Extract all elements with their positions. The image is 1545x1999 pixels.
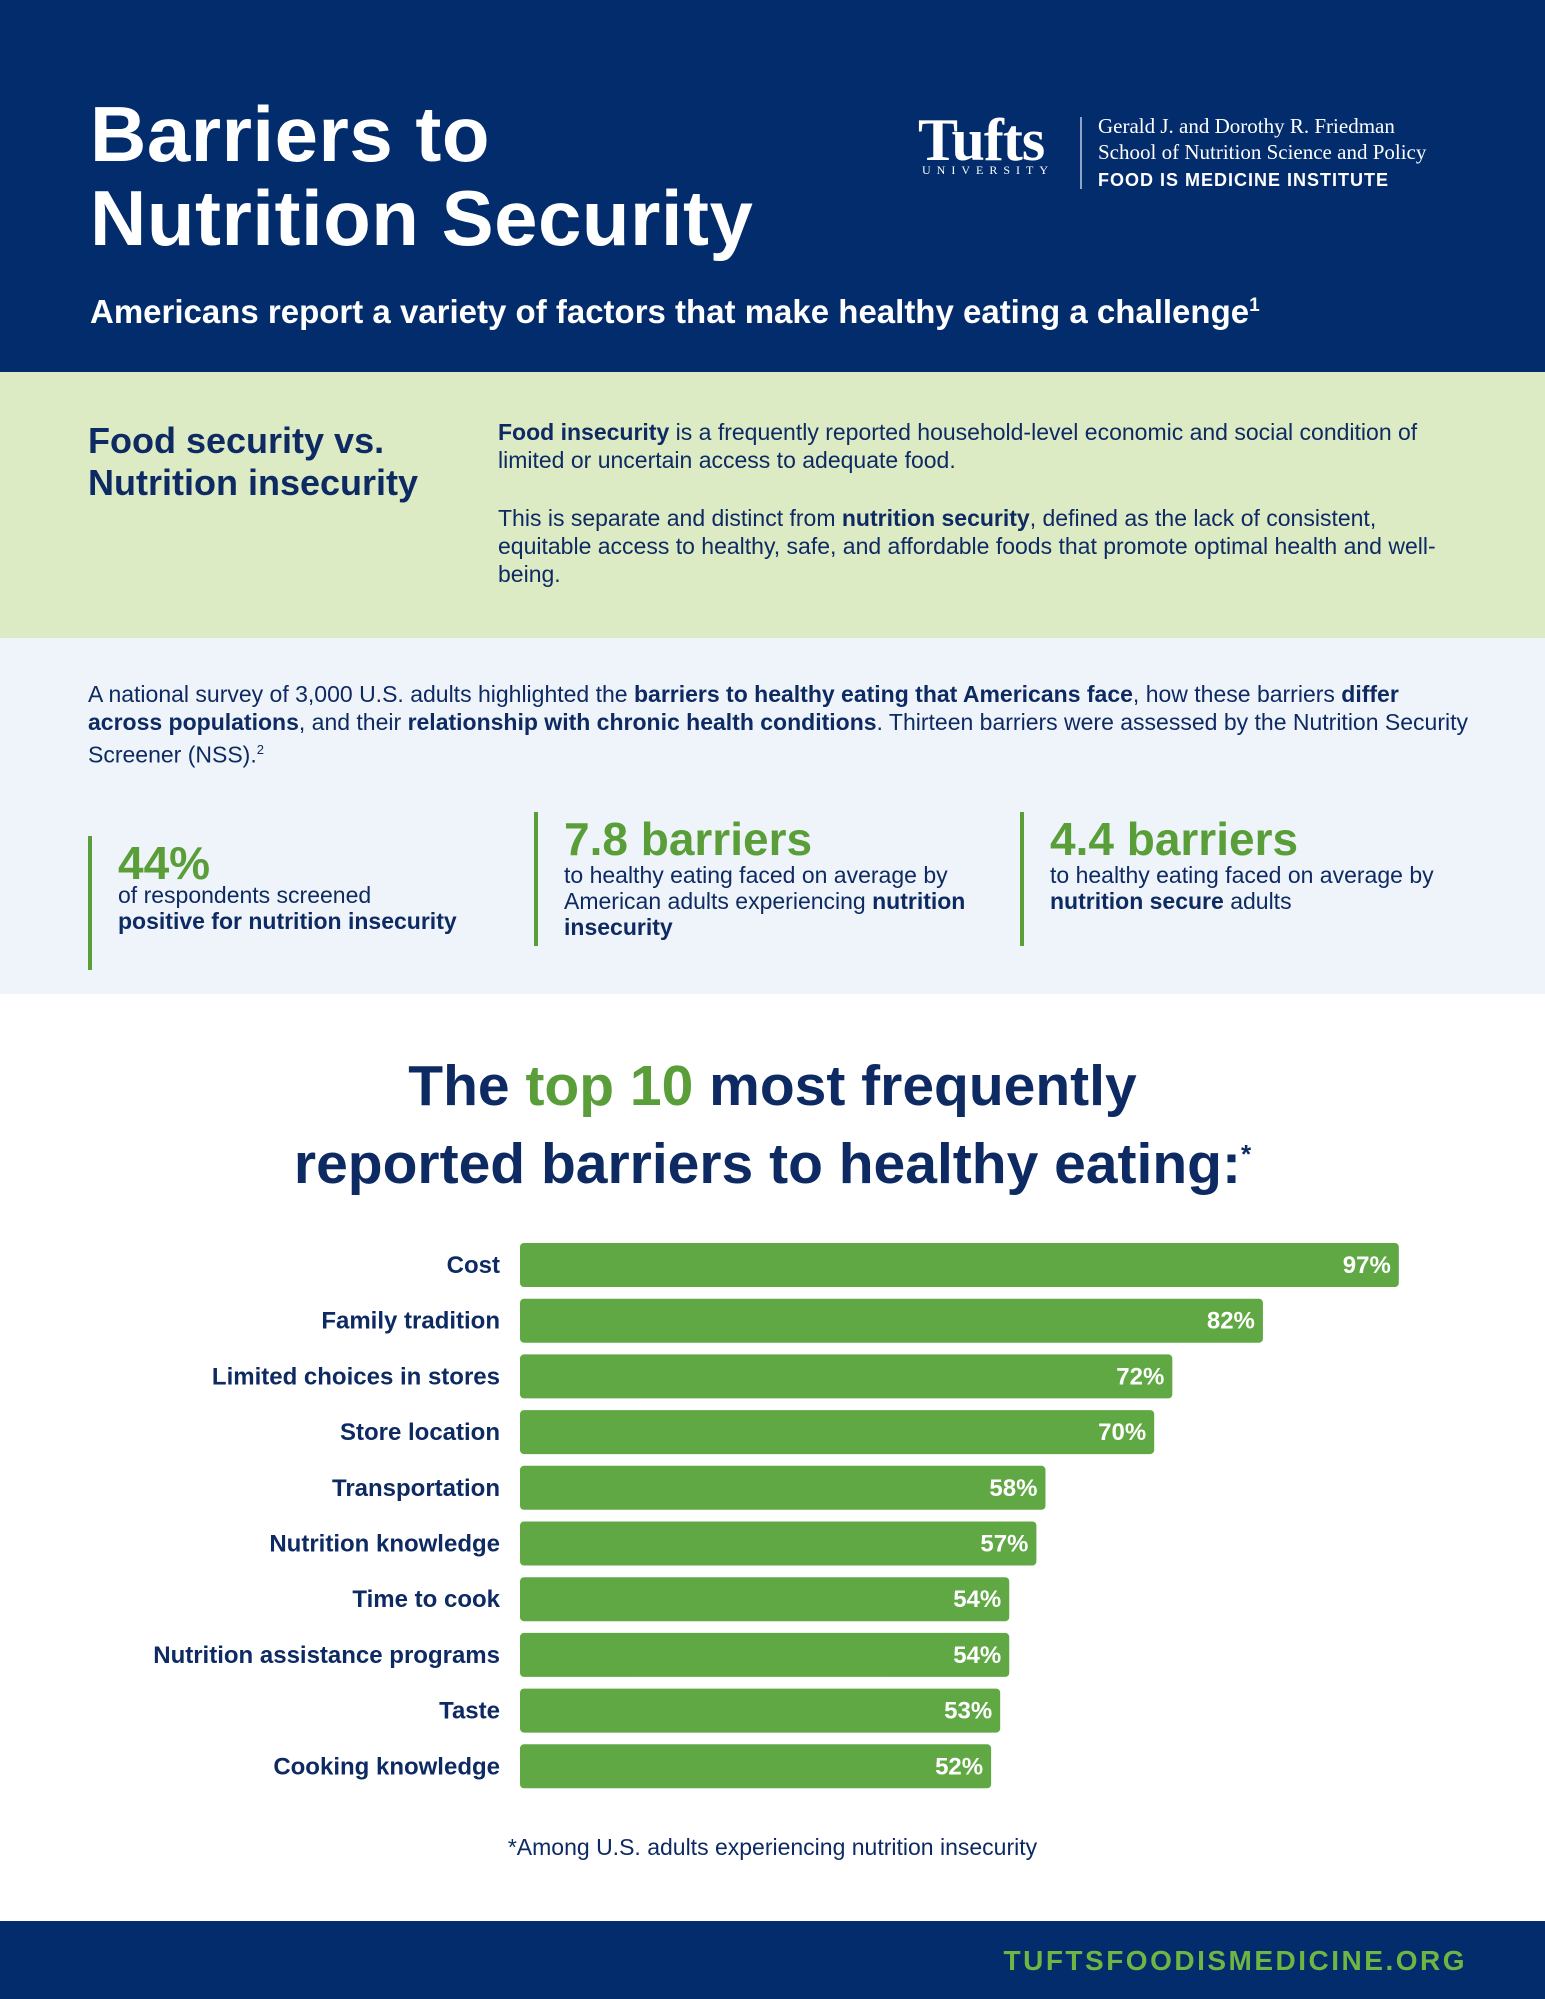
definitions-heading: Food security vs. Nutrition insecurity bbox=[88, 420, 468, 504]
bar-value-label: 82% bbox=[1207, 1308, 1255, 1335]
survey-text: A national survey of 3,000 U.S. adults h… bbox=[88, 681, 634, 707]
chart-footnote: *Among U.S. adults experiencing nutritio… bbox=[507, 1834, 1038, 1860]
survey-intro: A national survey of 3,000 U.S. adults h… bbox=[88, 680, 1468, 769]
survey-emphasis: differ across populations bbox=[88, 681, 1399, 735]
bar-value-label: 72% bbox=[1116, 1363, 1164, 1390]
bar bbox=[520, 1298, 1263, 1343]
stat-value: 4.4 barriers bbox=[1050, 813, 1299, 865]
bar-value-label: 97% bbox=[1343, 1252, 1391, 1279]
page-title: Barriers to Nutrition Security bbox=[90, 92, 850, 260]
stat-value: 7.8 barriers bbox=[564, 813, 813, 865]
footer-banner: TUFTSFOODISMEDICINE.ORG bbox=[0, 1921, 1545, 1999]
bar-value-label: 52% bbox=[935, 1753, 983, 1780]
subtitle-reference: 1 bbox=[1249, 295, 1260, 316]
category-label: Transportation bbox=[332, 1475, 500, 1502]
category-label: Nutrition assistance programs bbox=[153, 1642, 500, 1669]
bar bbox=[520, 1354, 1173, 1399]
barriers-bar-chart: Cost 97% Family tradition 82% Limited choice… bbox=[153, 1243, 1399, 1789]
logo-line-1: Gerald J. and Dorothy R. Friedman bbox=[1098, 114, 1395, 138]
survey-reference: 2 bbox=[256, 742, 264, 757]
definitions-section: Food security vs. Nutrition insecurity F… bbox=[0, 372, 1545, 638]
chart-title-highlight: top 10 bbox=[525, 1054, 694, 1118]
bar-value-label: 54% bbox=[953, 1586, 1001, 1613]
logo-wordmark: Tufts bbox=[918, 107, 1045, 173]
definition-term: Food insecurity bbox=[498, 419, 670, 445]
stat-accent-bar bbox=[1020, 812, 1024, 946]
chart-title-text: The bbox=[408, 1054, 526, 1118]
definitions-heading-line1: Food security vs. bbox=[88, 420, 385, 461]
chart-title-text: reported barriers to healthy eating: bbox=[293, 1132, 1241, 1196]
bar-value-label: 58% bbox=[989, 1475, 1037, 1502]
chart-title-footnote-mark: * bbox=[1240, 1139, 1252, 1169]
bar bbox=[520, 1744, 992, 1789]
stat-description: to healthy eating faced on average by nu… bbox=[1050, 862, 1490, 914]
stat-description: to healthy eating faced on average by Am… bbox=[564, 862, 1034, 940]
bar bbox=[520, 1410, 1155, 1455]
logo-divider bbox=[1080, 117, 1082, 189]
category-label: Limited choices in stores bbox=[212, 1363, 500, 1390]
definition-text: , defined as the lack of consistent, equ… bbox=[498, 505, 1436, 587]
stat-description-text: adults bbox=[1223, 888, 1292, 914]
definition-food-insecurity: Food insecurity is a frequently reported… bbox=[498, 418, 1448, 474]
stat-accent-bar bbox=[88, 836, 92, 970]
chart-title: The top 10 most frequently reported barr… bbox=[0, 1052, 1545, 1198]
definition-text: This is separate and distinct from bbox=[498, 505, 842, 531]
stat-description-emphasis: nutrition insecurity bbox=[564, 888, 966, 940]
bar-value-label: 57% bbox=[980, 1531, 1028, 1558]
survey-emphasis: relationship with chronic health conditi… bbox=[407, 709, 877, 735]
stat-description-text: of respondents screened bbox=[118, 882, 372, 908]
bar bbox=[520, 1521, 1037, 1566]
category-label: Store location bbox=[340, 1419, 500, 1446]
definitions-heading-line2: Nutrition insecurity bbox=[88, 462, 419, 503]
page-subtitle-text: Americans report a variety of factors th… bbox=[90, 293, 1250, 330]
definition-nutrition-security: This is separate and distinct from nutri… bbox=[498, 504, 1448, 588]
logo-university: UNIVERSITY bbox=[922, 163, 1054, 177]
bar bbox=[520, 1243, 1399, 1287]
definition-text: is a frequently reported household-level… bbox=[498, 419, 1418, 473]
bar bbox=[520, 1577, 1010, 1622]
stat-description-emphasis: positive for nutrition insecurity bbox=[118, 908, 457, 934]
logo-line-2: School of Nutrition Science and Policy bbox=[1098, 140, 1427, 164]
category-label: Cost bbox=[447, 1252, 500, 1279]
category-label: Family tradition bbox=[321, 1308, 500, 1335]
tufts-logo: Tufts UNIVERSITY Gerald J. and Dorothy R… bbox=[918, 107, 1478, 194]
bar bbox=[520, 1632, 1010, 1677]
header-banner: Barriers to Nutrition Security Americans… bbox=[0, 0, 1545, 372]
bar-value-label: 70% bbox=[1098, 1419, 1146, 1446]
category-label: Nutrition knowledge bbox=[269, 1531, 500, 1558]
survey-emphasis: barriers to healthy eating that American… bbox=[633, 681, 1133, 707]
page-title-line1: Barriers to bbox=[90, 90, 490, 178]
footer-website-link[interactable]: TUFTSFOODISMEDICINE.ORG bbox=[1003, 1945, 1467, 1976]
bar bbox=[520, 1688, 1001, 1733]
chart-title-text: most frequently bbox=[693, 1054, 1137, 1118]
bar bbox=[520, 1465, 1046, 1510]
survey-section: A national survey of 3,000 U.S. adults h… bbox=[0, 638, 1545, 994]
category-label: Taste bbox=[439, 1698, 500, 1725]
stat-description-text: to healthy eating faced on average by bbox=[1050, 862, 1434, 888]
definition-term: nutrition security bbox=[841, 505, 1030, 531]
stat-description-text: to healthy eating faced on average by Am… bbox=[564, 862, 948, 914]
page-subtitle: Americans report a variety of factors th… bbox=[90, 286, 1260, 332]
stat-value: 44% bbox=[118, 837, 211, 889]
category-label: Cooking knowledge bbox=[273, 1753, 500, 1780]
page-title-line2: Nutrition Security bbox=[90, 174, 754, 262]
category-label: Time to cook bbox=[352, 1586, 500, 1613]
stat-description: of respondents screened positive for nut… bbox=[118, 882, 518, 934]
bar-value-label: 53% bbox=[944, 1698, 992, 1725]
stat-description-emphasis: nutrition secure bbox=[1050, 888, 1224, 914]
survey-text: . Thirteen barriers were assessed by the… bbox=[88, 709, 1468, 768]
logo-line-3: FOOD IS MEDICINE INSTITUTE bbox=[1098, 170, 1390, 190]
survey-text: , how these barriers bbox=[1132, 681, 1342, 707]
survey-text: , and their bbox=[298, 709, 408, 735]
bar-value-label: 54% bbox=[953, 1642, 1001, 1669]
stat-accent-bar bbox=[534, 812, 538, 946]
